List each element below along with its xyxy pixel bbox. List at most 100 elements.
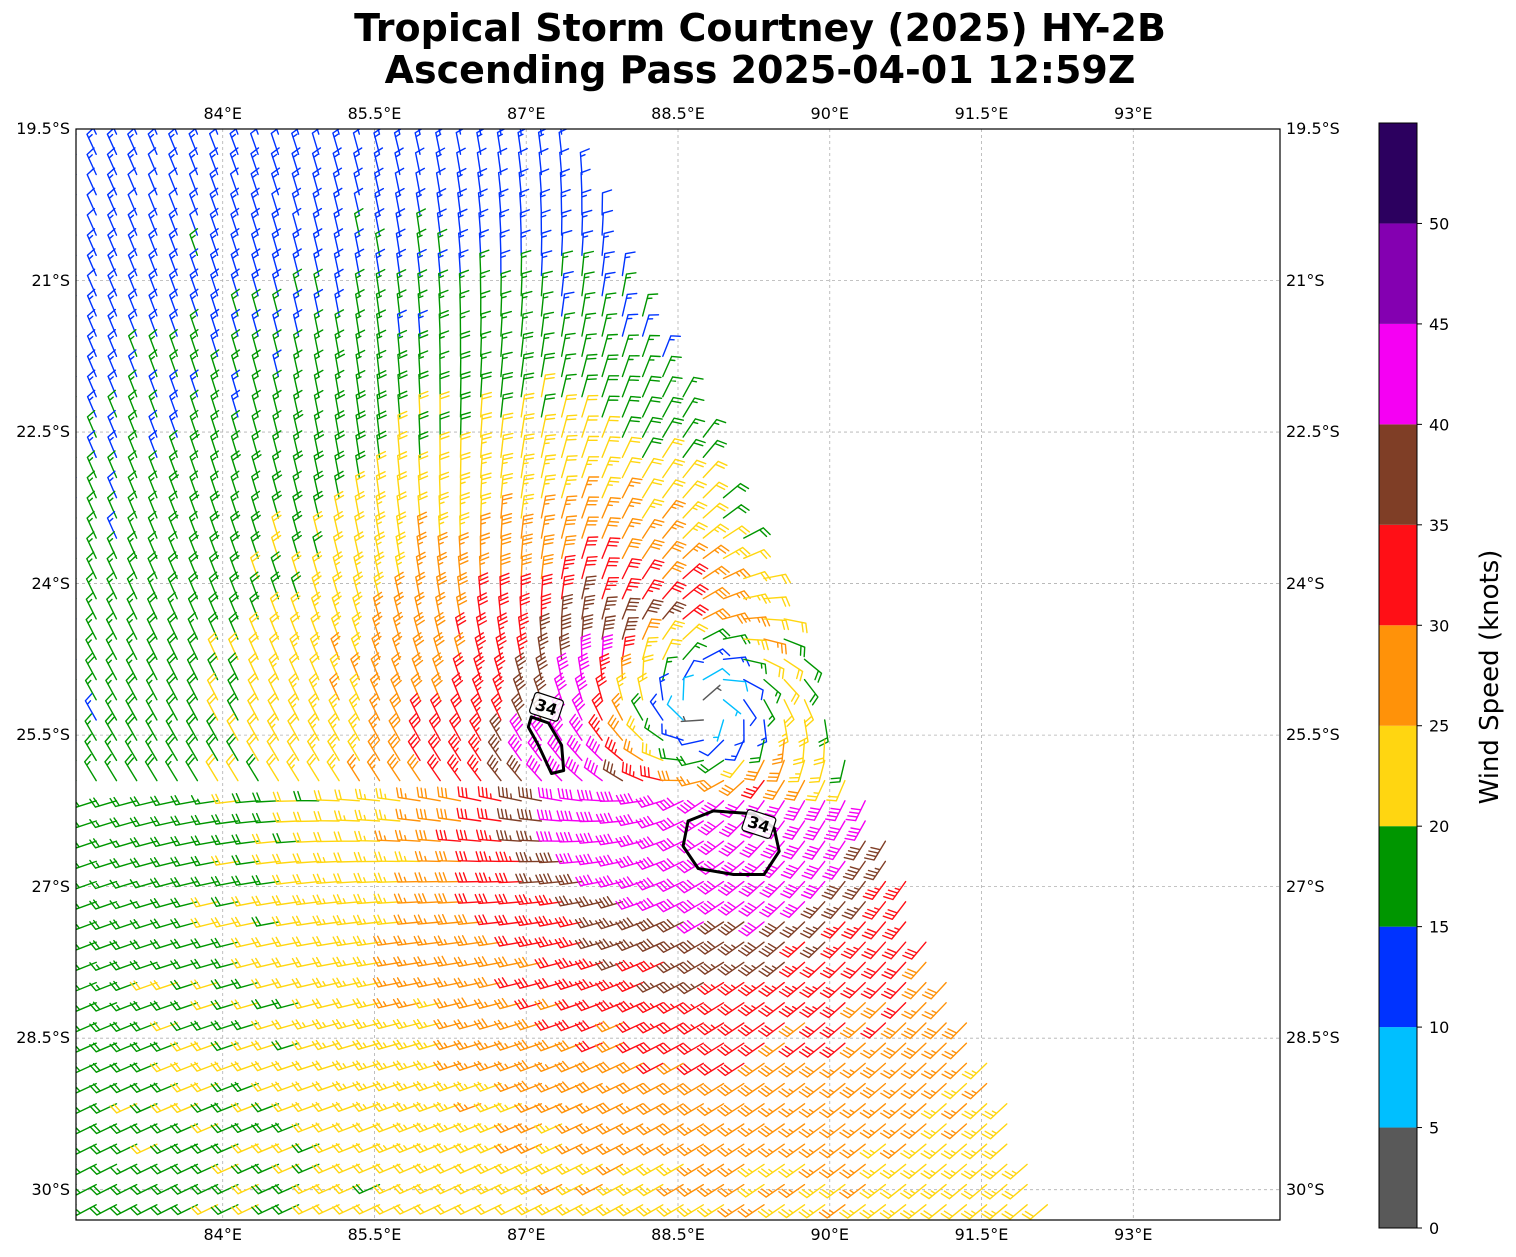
wind-barb-1749 [89, 1123, 118, 1135]
wind-barb-1188 [272, 853, 300, 865]
wind-barb-606 [581, 516, 599, 539]
wind-barb-1334 [697, 920, 725, 935]
wind-barb-1046 [639, 765, 664, 782]
wind-barb-2027 [880, 1225, 905, 1238]
wind-barb-380 [540, 373, 556, 398]
wind-barb-1730 [656, 1103, 684, 1116]
wind-barb-886 [492, 672, 504, 701]
wind-barb-1136 [76, 840, 77, 842]
wind-barb-1314 [292, 915, 320, 926]
wind-barb-314 [418, 330, 429, 357]
wind-barb-874 [247, 672, 259, 701]
wind-barb-1954 [392, 1204, 421, 1215]
wind-barb-902 [76, 718, 77, 721]
wind-barb-1867 [575, 1163, 603, 1176]
wind-barb-723 [147, 591, 158, 620]
wind-barb-459 [230, 430, 240, 458]
wind-barb-1937 [76, 1204, 77, 1206]
wind-barb-1516 [901, 1002, 927, 1020]
wind-barb-761 [187, 612, 199, 640]
wind-barb-665 [394, 551, 406, 580]
wind-barb-687 [126, 571, 138, 600]
wind-barb-440 [500, 412, 514, 438]
wind-barb-828 [76, 678, 77, 681]
wind-barb-177 [499, 229, 510, 256]
wind-barb-659 [270, 551, 281, 580]
wind-barb-466 [376, 430, 387, 458]
wind-barb-471 [480, 432, 493, 458]
wind-barb-1510 [778, 1002, 806, 1018]
wind-barb-1738 [819, 1103, 846, 1119]
wind-barb-347 [480, 351, 492, 378]
wind-barb-849 [493, 652, 506, 681]
wind-barb-984 [185, 733, 199, 762]
wind-barb-764 [248, 611, 259, 640]
wind-barb-1986 [50, 1225, 76, 1236]
wind-barb-1331 [635, 918, 664, 932]
wind-barb-102 [76, 213, 77, 216]
wind-barb-1795 [76, 1143, 97, 1155]
wind-barb-740 [498, 592, 509, 620]
wind-barb-1771 [534, 1123, 563, 1134]
wind-barb-1643 [758, 1062, 785, 1077]
wind-barb-936 [757, 719, 768, 747]
wind-barb-392 [148, 389, 158, 418]
wind-barb-316 [459, 330, 471, 357]
wind-barb-1592 [635, 1042, 664, 1054]
wind-barb-716 [722, 590, 751, 601]
wind-barb-1122 [576, 811, 603, 823]
wind-barb-1281 [474, 893, 502, 905]
wind-barb-1412 [554, 957, 583, 970]
wind-barb-1877 [778, 1163, 806, 1178]
wind-barb-160 [148, 228, 158, 256]
lat-tick-left-6: 28.5°S [16, 1028, 70, 1048]
wind-barb-1893 [129, 1183, 158, 1195]
wind-barb-1618 [251, 1061, 280, 1072]
wind-barb-1957 [453, 1204, 482, 1215]
wind-barb-1663 [230, 1081, 259, 1092]
wind-barb-439 [480, 412, 493, 438]
wind-barb-624 [250, 531, 261, 559]
wind-barb-363 [189, 369, 199, 398]
wind-barb-1372 [615, 939, 644, 951]
wind-barb-1818 [534, 1143, 563, 1155]
wind-barb-273 [169, 308, 178, 337]
wind-barb-1772 [554, 1123, 583, 1134]
wind-barb-939 [818, 719, 829, 747]
wind-barb-1498 [534, 998, 563, 1011]
wind-barb-772 [413, 612, 425, 640]
wind-barb-1723 [514, 1102, 543, 1113]
wind-barb-943 [125, 713, 138, 741]
wind-barb-1532 [332, 1019, 360, 1030]
wind-barb-454 [127, 430, 138, 458]
wind-barb-112 [271, 187, 281, 216]
wind-barb-1039 [506, 754, 522, 782]
wind-barb-1329 [595, 917, 624, 930]
wind-barb-1651 [921, 1062, 947, 1080]
wind-barb-50 [76, 172, 77, 176]
wind-barb-1955 [413, 1204, 441, 1215]
wind-barb-126 [560, 189, 571, 216]
wind-barb-611 [682, 521, 708, 539]
wind-barb-877 [308, 672, 320, 701]
wind-barb-1386 [902, 941, 927, 960]
wind-barb-54 [147, 147, 158, 176]
wind-barb-1461 [676, 981, 704, 995]
wind-barb-1964 [595, 1204, 624, 1217]
wind-barb-596 [375, 511, 386, 539]
wind-barb-287 [459, 310, 470, 337]
wind-barb-692 [229, 571, 240, 600]
wind-barb-1969 [696, 1204, 725, 1218]
wind-barb-1175 [843, 840, 866, 861]
wind-barb-722 [126, 591, 138, 620]
wind-barb-1033 [386, 754, 401, 782]
wind-barb-1758 [271, 1122, 300, 1133]
wind-barb-1134 [823, 820, 846, 841]
wind-barb-1900 [271, 1183, 300, 1195]
lon-tick-bottom-4: 90°E [810, 1225, 849, 1244]
wind-barb-121 [457, 188, 467, 216]
wind-barb-1360 [373, 935, 401, 946]
wind-barb-1419 [696, 961, 725, 975]
wind-barb-330 [127, 349, 138, 378]
wind-barb-663 [353, 551, 364, 580]
